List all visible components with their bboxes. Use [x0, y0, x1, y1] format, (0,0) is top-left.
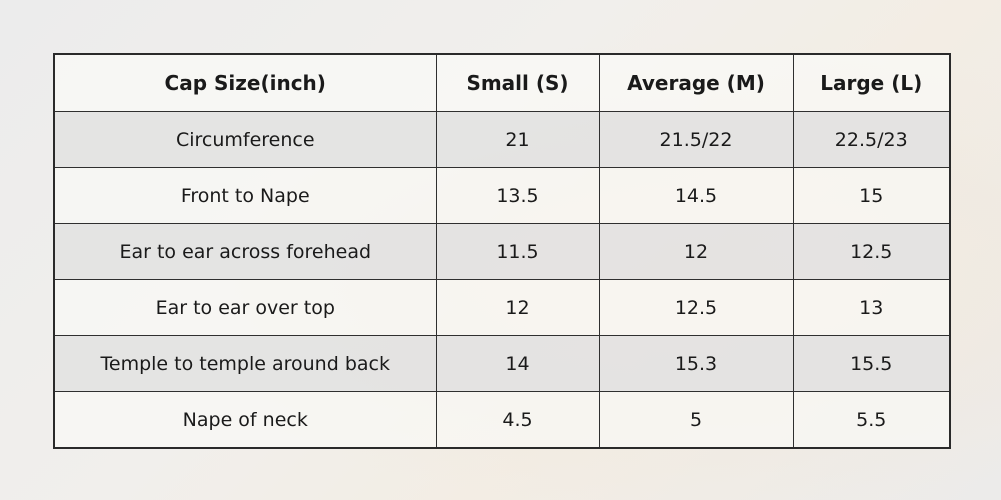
average-value: 12 [598, 223, 794, 280]
small-value: 12 [435, 279, 600, 336]
large-value: 12.5 [792, 223, 951, 280]
small-value: 14 [435, 335, 600, 392]
measurement-label: Circumference [53, 111, 437, 168]
measurement-label: Nape of neck [53, 391, 437, 449]
cap-size-table: Cap Size(inch) Small (S) Average (M) Lar… [53, 53, 951, 449]
header-large: Large (L) [792, 53, 951, 112]
measurement-label: Front to Nape [53, 167, 437, 224]
header-small: Small (S) [435, 53, 600, 112]
average-value: 5 [598, 391, 794, 449]
table-row: Ear to ear across forehead 11.5 12 12.5 [53, 223, 951, 280]
table-row: Temple to temple around back 14 15.3 15.… [53, 335, 951, 392]
average-value: 14.5 [598, 167, 794, 224]
large-value: 22.5/23 [792, 111, 951, 168]
average-value: 12.5 [598, 279, 794, 336]
large-value: 13 [792, 279, 951, 336]
large-value: 5.5 [792, 391, 951, 449]
small-value: 21 [435, 111, 600, 168]
header-cap-size: Cap Size(inch) [53, 53, 437, 112]
average-value: 15.3 [598, 335, 794, 392]
header-row: Cap Size(inch) Small (S) Average (M) Lar… [53, 53, 951, 112]
measurement-label: Ear to ear across forehead [53, 223, 437, 280]
table-row: Circumference 21 21.5/22 22.5/23 [53, 111, 951, 168]
table-row: Front to Nape 13.5 14.5 15 [53, 167, 951, 224]
measurement-label: Ear to ear over top [53, 279, 437, 336]
small-value: 11.5 [435, 223, 600, 280]
large-value: 15 [792, 167, 951, 224]
measurement-label: Temple to temple around back [53, 335, 437, 392]
table-row: Nape of neck 4.5 5 5.5 [53, 391, 951, 449]
large-value: 15.5 [792, 335, 951, 392]
table-row: Ear to ear over top 12 12.5 13 [53, 279, 951, 336]
average-value: 21.5/22 [598, 111, 794, 168]
header-average: Average (M) [598, 53, 794, 112]
small-value: 13.5 [435, 167, 600, 224]
small-value: 4.5 [435, 391, 600, 449]
